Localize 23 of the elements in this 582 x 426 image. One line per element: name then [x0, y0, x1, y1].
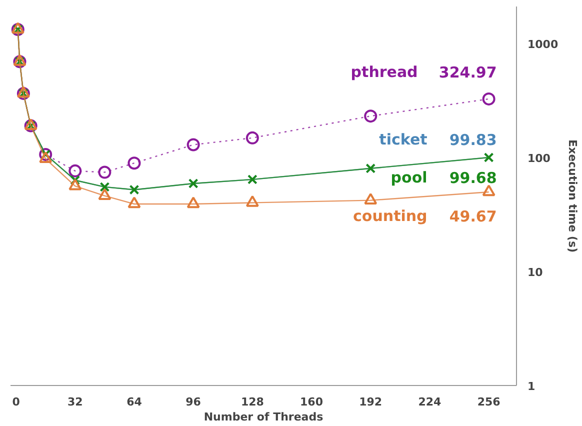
x-tick-label: 224	[418, 396, 442, 408]
x-axis-title: Number of Threads	[204, 410, 324, 424]
x-tick-label: 256	[477, 396, 501, 408]
series-label: ticket	[379, 130, 428, 148]
data-label: 99.83	[449, 130, 497, 149]
y-axis-title: Execution time (s)	[566, 139, 580, 253]
series-label: pool	[390, 168, 428, 186]
y-tick-label: 1000	[528, 38, 558, 51]
x-tick-label: 160	[300, 396, 324, 408]
y-tick-label: 100	[528, 152, 551, 165]
data-label: 99.68	[449, 169, 497, 187]
series-label: pthread	[350, 62, 418, 81]
x-tick-label: 0	[12, 396, 20, 408]
data-label: 49.67	[449, 208, 497, 226]
x-tick-label: 32	[67, 396, 83, 408]
series-label: counting	[353, 207, 428, 226]
x-tick-label: 96	[186, 396, 202, 408]
y-tick-label: 10	[528, 266, 544, 279]
data-label: 324.97	[438, 63, 497, 82]
x-tick-label: 128	[240, 396, 264, 408]
y-tick-label: 1	[528, 380, 536, 393]
x-tick-label: 64	[126, 396, 142, 408]
x-tick-label: 192	[359, 396, 382, 408]
